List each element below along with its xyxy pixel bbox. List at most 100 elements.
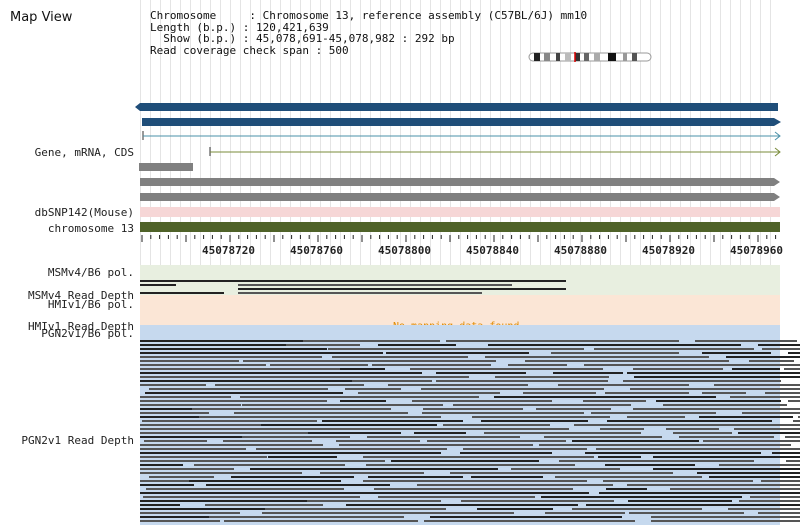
read bbox=[194, 464, 345, 466]
read bbox=[471, 476, 543, 478]
gene-track-label: Gene, mRNA, CDS bbox=[34, 146, 134, 159]
read bbox=[240, 396, 479, 398]
read bbox=[732, 368, 780, 370]
read bbox=[140, 380, 373, 382]
read bbox=[572, 440, 699, 442]
read bbox=[318, 452, 441, 454]
read bbox=[772, 452, 800, 454]
read bbox=[417, 484, 613, 486]
read bbox=[785, 436, 800, 438]
read bbox=[234, 412, 408, 414]
snp-track-label: dbSNP142(Mouse) bbox=[34, 206, 134, 219]
read bbox=[140, 428, 365, 430]
chromosome-ideogram[interactable] bbox=[528, 52, 654, 62]
read bbox=[599, 492, 800, 494]
read bbox=[322, 420, 463, 422]
read bbox=[427, 440, 566, 442]
read bbox=[591, 412, 716, 414]
read bbox=[412, 400, 552, 402]
read bbox=[651, 516, 800, 518]
read bbox=[140, 364, 266, 366]
length-line: Length (b.p.) : 120,421,639 bbox=[150, 20, 329, 34]
read bbox=[726, 356, 800, 358]
read bbox=[140, 504, 180, 506]
read bbox=[140, 368, 354, 370]
read bbox=[206, 484, 390, 486]
read bbox=[443, 424, 550, 426]
read bbox=[388, 384, 528, 386]
read bbox=[367, 436, 520, 438]
read bbox=[140, 456, 267, 458]
read bbox=[363, 480, 587, 482]
read bbox=[788, 352, 800, 354]
ruler-tick-label: 45078840 bbox=[466, 244, 519, 257]
read bbox=[140, 512, 240, 514]
read bbox=[430, 516, 622, 518]
read bbox=[340, 368, 385, 370]
read bbox=[307, 500, 441, 502]
msm-reads[interactable] bbox=[140, 279, 780, 295]
read bbox=[140, 432, 329, 434]
read bbox=[192, 408, 391, 410]
read bbox=[481, 420, 588, 422]
read bbox=[463, 448, 587, 450]
gene-track[interactable] bbox=[134, 98, 786, 208]
read bbox=[140, 352, 383, 354]
read bbox=[140, 348, 327, 350]
read bbox=[423, 408, 523, 410]
read bbox=[424, 520, 635, 522]
read bbox=[250, 468, 498, 470]
read bbox=[140, 448, 246, 450]
ideogram-band bbox=[544, 53, 550, 61]
read bbox=[140, 340, 303, 342]
read bbox=[728, 508, 800, 510]
read bbox=[607, 420, 772, 422]
read bbox=[303, 340, 440, 342]
ruler-tick-label: 45078720 bbox=[202, 244, 255, 257]
read bbox=[422, 412, 584, 414]
read bbox=[140, 480, 200, 482]
hmi-band[interactable] bbox=[140, 295, 780, 325]
pgn-reads[interactable] bbox=[140, 340, 800, 525]
read bbox=[606, 488, 647, 490]
read bbox=[209, 516, 404, 518]
read bbox=[140, 460, 304, 462]
snp-band[interactable] bbox=[140, 207, 780, 217]
read bbox=[436, 380, 608, 382]
read bbox=[140, 412, 209, 414]
read bbox=[149, 388, 328, 390]
read bbox=[656, 400, 781, 402]
coverage-line: Read coverage check span : 500 bbox=[150, 43, 349, 57]
read bbox=[238, 284, 512, 286]
read bbox=[629, 512, 744, 514]
read bbox=[140, 360, 239, 362]
ideogram-band bbox=[594, 53, 600, 61]
show-line: Show (b.p.) : 45,078,691-45,078,982 : 29… bbox=[150, 32, 455, 45]
read bbox=[653, 456, 800, 458]
gray-bar bbox=[140, 178, 780, 186]
read bbox=[265, 508, 446, 510]
chromosome-band[interactable] bbox=[140, 222, 780, 232]
ideogram-band bbox=[534, 53, 540, 61]
read bbox=[525, 360, 729, 362]
ideogram-band bbox=[632, 53, 637, 61]
read bbox=[140, 396, 231, 398]
read bbox=[268, 456, 337, 458]
hmi-pol-label: HMIv1/B6 pol. bbox=[47, 298, 134, 311]
read bbox=[386, 352, 529, 354]
read bbox=[460, 452, 552, 454]
read bbox=[391, 460, 539, 462]
mrna-arrow bbox=[774, 147, 781, 157]
read bbox=[633, 408, 800, 410]
read bbox=[215, 384, 364, 386]
read bbox=[605, 392, 689, 394]
read bbox=[477, 508, 553, 510]
read bbox=[140, 500, 316, 502]
read bbox=[145, 392, 343, 394]
read bbox=[495, 376, 609, 378]
read bbox=[378, 344, 456, 346]
read bbox=[410, 368, 603, 370]
read bbox=[256, 448, 447, 450]
read bbox=[450, 472, 673, 474]
read bbox=[702, 392, 746, 394]
